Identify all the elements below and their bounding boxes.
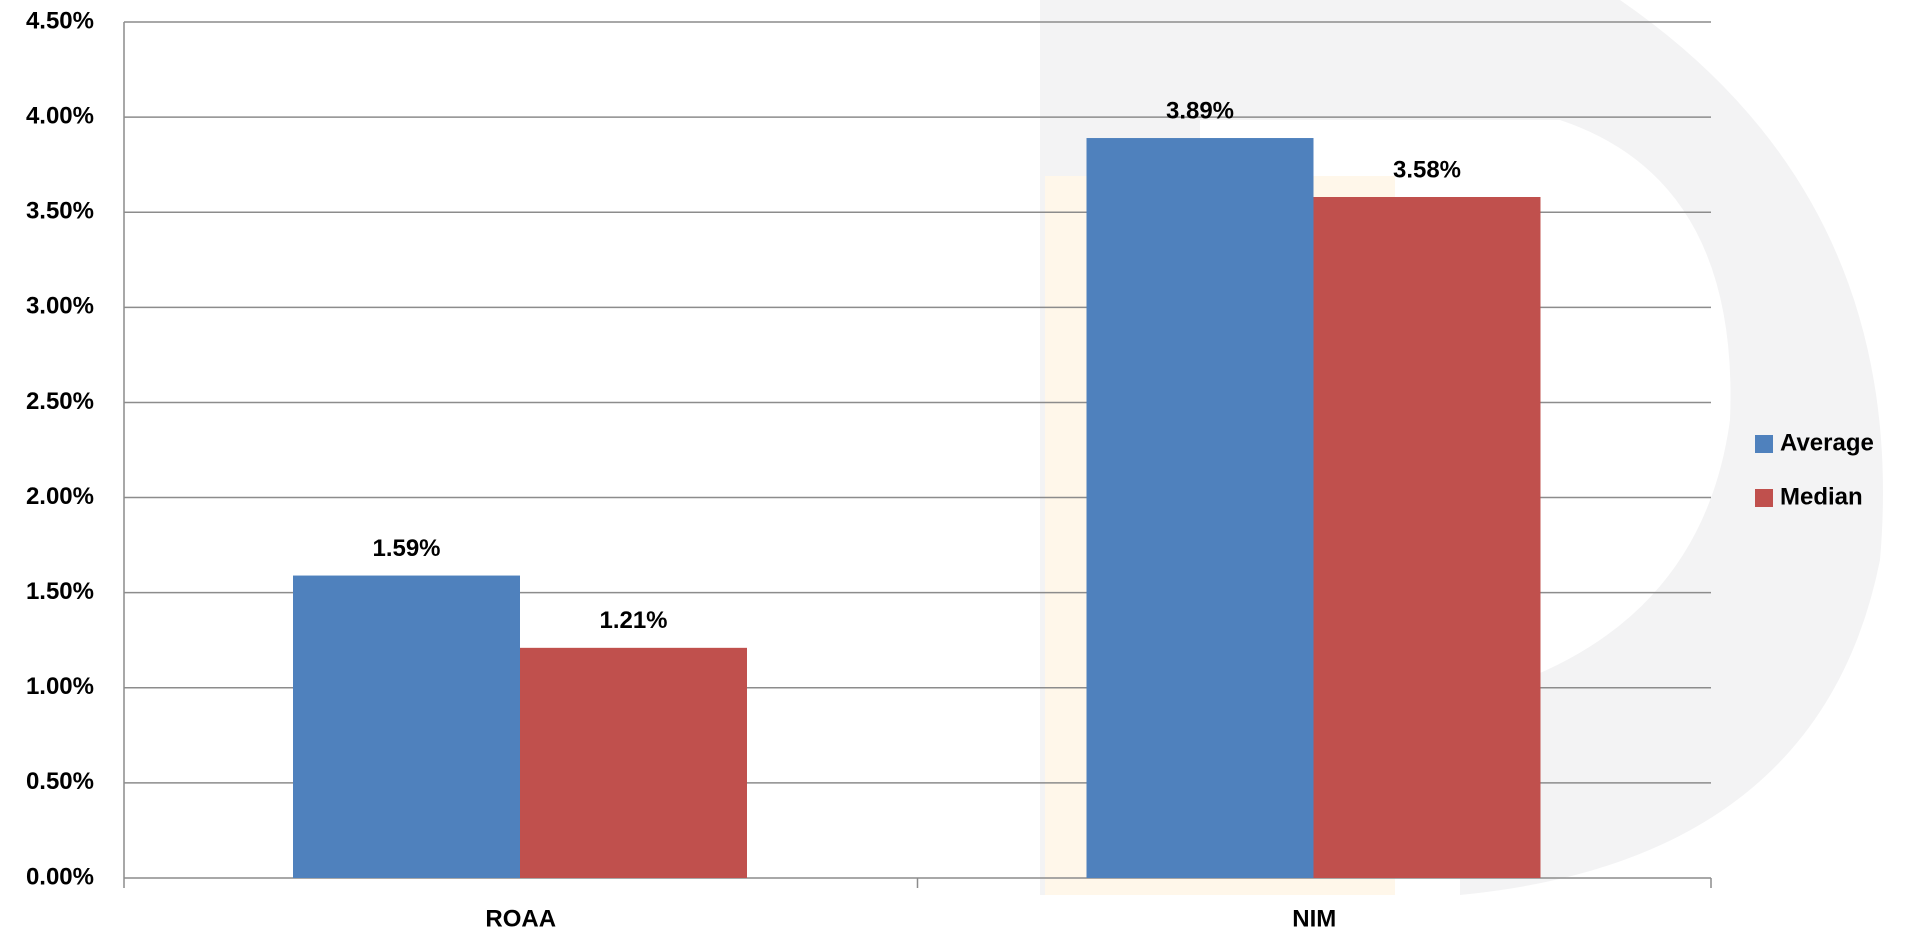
data-label: 3.89% bbox=[1166, 97, 1234, 124]
y-tick-label: 0.50% bbox=[26, 768, 94, 795]
y-tick-label: 0.00% bbox=[26, 863, 94, 890]
legend-label: Average bbox=[1780, 429, 1874, 456]
data-label: 1.59% bbox=[372, 535, 440, 562]
bar bbox=[1313, 197, 1541, 878]
data-label: 1.21% bbox=[599, 607, 667, 634]
y-tick-label: 3.50% bbox=[26, 198, 94, 225]
y-tick-label: 1.00% bbox=[26, 673, 94, 700]
legend-swatch bbox=[1755, 435, 1773, 453]
y-tick-label: 4.50% bbox=[26, 7, 94, 34]
x-tick-label: NIM bbox=[1292, 905, 1336, 932]
y-tick-label: 3.00% bbox=[26, 293, 94, 320]
y-tick-label: 4.00% bbox=[26, 102, 94, 129]
y-tick-label: 2.00% bbox=[26, 483, 94, 510]
bar bbox=[1086, 138, 1314, 879]
legend-swatch bbox=[1755, 489, 1773, 507]
bar bbox=[293, 575, 520, 878]
y-tick-label: 1.50% bbox=[26, 578, 94, 605]
y-tick-label: 2.50% bbox=[26, 388, 94, 415]
x-tick-label: ROAA bbox=[485, 905, 556, 932]
data-label: 3.58% bbox=[1393, 156, 1461, 183]
legend-label: Median bbox=[1780, 483, 1863, 510]
bar bbox=[520, 647, 747, 878]
